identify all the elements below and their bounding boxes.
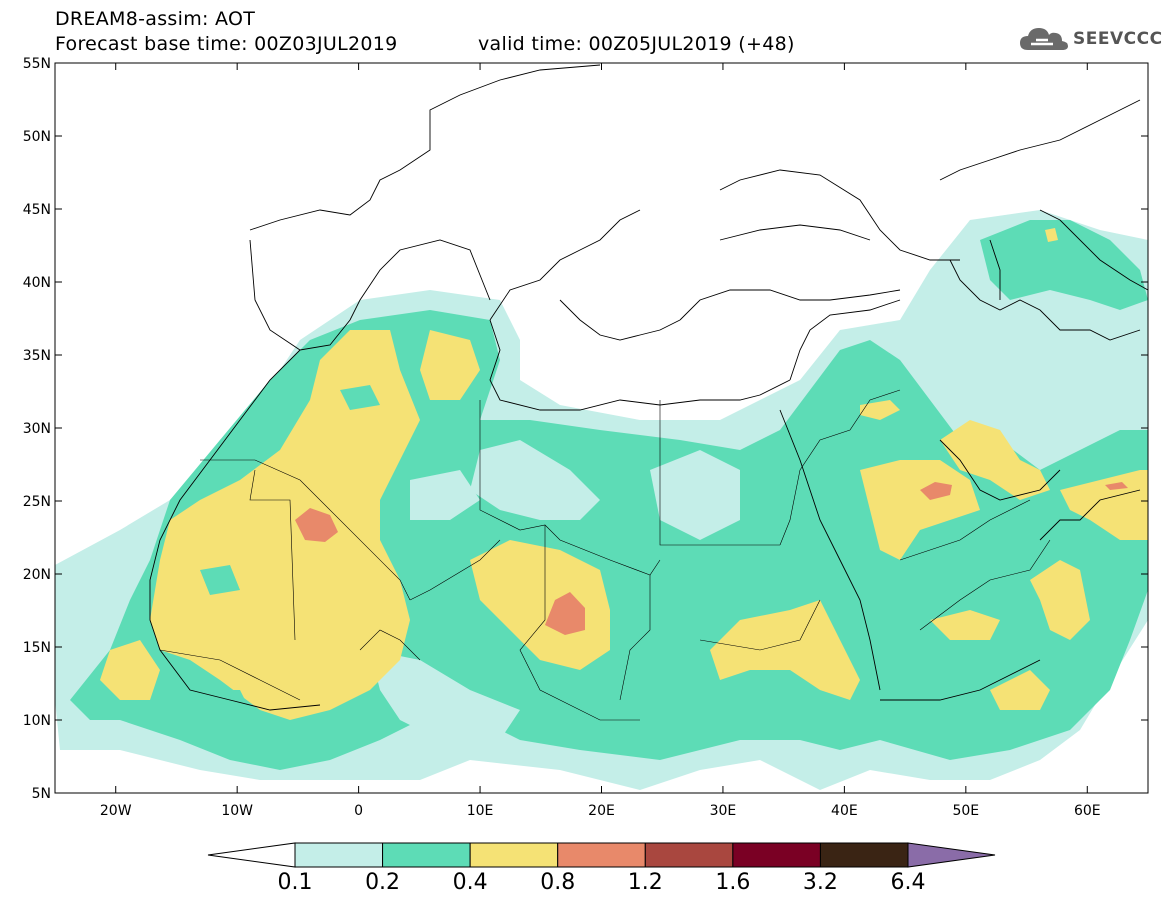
forecast-base-time: Forecast base time: 00Z03JUL2019: [55, 33, 398, 55]
lat-label: 40N: [23, 275, 51, 291]
lon-label: 10E: [467, 803, 494, 819]
lon-label: 10W: [221, 803, 253, 819]
colorbar-label: 1.2: [627, 870, 663, 895]
brand-name: SEEVCCC: [1073, 29, 1163, 49]
brand-logo: SEEVCCC: [1018, 24, 1163, 54]
colorbar-label: 0.8: [540, 870, 576, 895]
cloud-logo-icon: [1020, 28, 1068, 50]
lon-label: 20W: [100, 803, 132, 819]
lat-label: 20N: [23, 567, 51, 583]
aot-level-0.4: [100, 228, 1148, 720]
colorbar-swatch: [644, 842, 734, 868]
lon-label: 0: [354, 803, 363, 819]
lat-label: 15N: [23, 640, 51, 656]
colorbar-overflow-triangle: [907, 842, 996, 868]
colorbar-label: 1.6: [715, 870, 751, 895]
lat-label: 45N: [23, 202, 51, 218]
lon-label: 20E: [588, 803, 615, 819]
colorbar-label: 0.1: [277, 870, 313, 895]
colorbar-swatch: [469, 842, 559, 868]
axis-ticks: [55, 62, 1148, 794]
colorbar-label: 6.4: [890, 870, 926, 895]
latitude-labels: 55N 50N 45N 40N 35N 30N 25N 20N 15N 10N 5N: [23, 56, 51, 802]
longitude-labels: 20W 10W 0 10E 20E 30E 40E 50E 60E: [100, 803, 1101, 819]
borders: [159, 389, 1051, 721]
colorbar-swatch: [819, 842, 909, 868]
colorbar-swatch: [382, 842, 471, 868]
aot-level-0.2-holes: [200, 385, 380, 710]
colorbar-swatch: [294, 842, 384, 868]
colorbar-swatch: [557, 842, 646, 868]
colorbar-label: 0.4: [452, 870, 488, 895]
lat-label: 35N: [23, 348, 51, 364]
colorbar: [207, 842, 996, 868]
lat-label: 50N: [23, 129, 51, 145]
lat-label: 5N: [32, 786, 51, 802]
lon-label: 50E: [952, 803, 979, 819]
coastlines: [149, 64, 1148, 711]
colorbar-underflow-triangle: [207, 842, 296, 868]
colorbar-label: 3.2: [802, 870, 838, 895]
lon-label: 60E: [1074, 803, 1101, 819]
colorbar-swatch: [732, 842, 821, 868]
lat-label: 30N: [23, 421, 51, 437]
map-title: DREAM8-assim: AOT: [55, 8, 256, 30]
lon-label: 40E: [831, 803, 858, 819]
lat-label: 25N: [23, 494, 51, 510]
lon-label: 30E: [710, 803, 737, 819]
aot-level-0.1-holes: [370, 330, 1070, 740]
valid-time: valid time: 00Z05JUL2019 (+48): [478, 33, 795, 55]
lat-label: 10N: [23, 713, 51, 729]
aot-field: [55, 210, 1148, 790]
colorbar-label: 0.2: [365, 870, 401, 895]
lat-label: 55N: [23, 56, 51, 72]
aot-level-0.8: [295, 482, 1128, 635]
